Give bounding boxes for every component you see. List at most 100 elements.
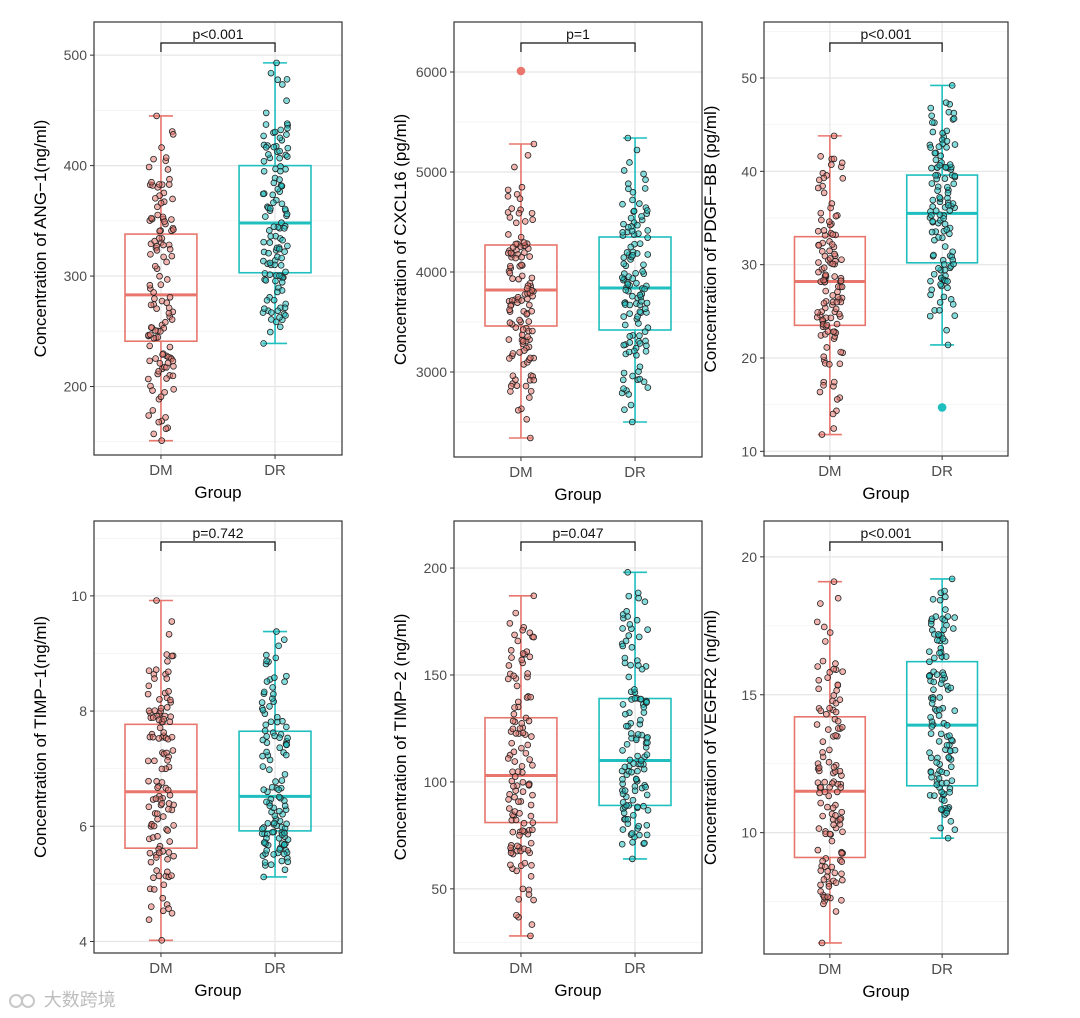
data-point: [519, 338, 527, 345]
data-point: [281, 225, 288, 232]
data-point: [925, 672, 933, 680]
data-point: [826, 218, 833, 225]
data-point: [820, 276, 827, 284]
data-point: [642, 348, 650, 355]
data-point: [644, 384, 652, 391]
data-point: [834, 681, 842, 689]
data-point: [508, 739, 515, 747]
data-point: [166, 293, 174, 301]
data-point: [156, 227, 163, 235]
data-point: [158, 779, 166, 786]
data-point: [926, 648, 933, 655]
data-point: [619, 776, 626, 783]
data-point: [154, 833, 161, 840]
data-point: [518, 763, 526, 770]
data-point: [162, 318, 169, 326]
data-point: [618, 840, 626, 848]
data-point: [515, 798, 522, 805]
data-point: [619, 229, 626, 236]
data-point: [509, 372, 517, 380]
y-tick-label: 6000: [416, 64, 447, 80]
data-point: [940, 626, 947, 634]
data-point: [279, 236, 286, 244]
data-point: [930, 686, 937, 693]
data-point: [275, 786, 282, 794]
data-point: [513, 682, 521, 690]
data-point: [152, 666, 160, 674]
data-point: [938, 768, 946, 776]
plot-frame: [93, 520, 343, 954]
data-point: [509, 725, 517, 733]
data-point: [509, 275, 516, 282]
data-point: [154, 203, 161, 211]
data-point: [950, 180, 958, 188]
data-point: [526, 301, 533, 309]
data-point: [153, 854, 160, 861]
data-point: [951, 172, 959, 180]
data-point: [519, 885, 527, 893]
data-point: [260, 238, 267, 246]
data-point: [509, 828, 517, 836]
data-point: [511, 631, 518, 639]
y-tick-label: 300: [64, 268, 88, 284]
data-point: [512, 816, 520, 824]
data-point: [522, 749, 530, 757]
data-point: [150, 874, 157, 882]
data-point: [145, 777, 152, 785]
data-point: [628, 644, 636, 651]
data-point: [836, 696, 844, 703]
data-point: [265, 249, 272, 257]
y-tick-label: 20: [741, 549, 757, 565]
data-point: [825, 758, 833, 766]
data-point: [529, 216, 536, 223]
data-point: [266, 239, 274, 246]
data-point: [168, 652, 176, 660]
data-point: [168, 733, 176, 741]
data-point: [814, 663, 821, 670]
data-point: [147, 858, 155, 866]
data-point: [625, 673, 633, 681]
data-point: [816, 789, 823, 797]
data-point: [164, 827, 171, 834]
data-point: [159, 813, 167, 820]
data-point: [631, 695, 639, 702]
data-point: [927, 104, 935, 112]
data-point: [164, 757, 171, 764]
data-point: [619, 625, 626, 632]
data-point: [284, 858, 292, 866]
data-point: [627, 214, 635, 222]
data-point: [526, 756, 533, 763]
data-point: [519, 326, 527, 333]
data-point: [262, 277, 270, 284]
data-point: [838, 723, 846, 731]
data-point: [157, 281, 165, 288]
data-point: [158, 437, 165, 444]
data-point: [151, 262, 159, 270]
data-point: [626, 310, 633, 317]
data-point: [156, 696, 163, 703]
data-point: [504, 193, 512, 200]
data-point: [826, 830, 834, 838]
data-point: [166, 838, 173, 845]
data-point: [506, 805, 513, 812]
data-point: [528, 274, 536, 282]
data-point: [942, 99, 950, 106]
data-point: [826, 247, 833, 255]
data-point: [147, 324, 155, 331]
data-point: [926, 312, 934, 320]
data-point: [819, 738, 827, 745]
data-point: [636, 200, 643, 207]
data-point: [943, 741, 951, 749]
data-point: [504, 186, 512, 194]
data-point: [514, 768, 522, 775]
data-point: [635, 368, 642, 375]
data-point: [284, 144, 292, 152]
outlier-point: [516, 66, 526, 76]
data-point: [169, 372, 177, 380]
data-point: [505, 796, 512, 803]
data-point: [146, 342, 154, 350]
data-point: [529, 791, 536, 799]
data-point: [620, 254, 628, 261]
data-point: [527, 839, 535, 847]
